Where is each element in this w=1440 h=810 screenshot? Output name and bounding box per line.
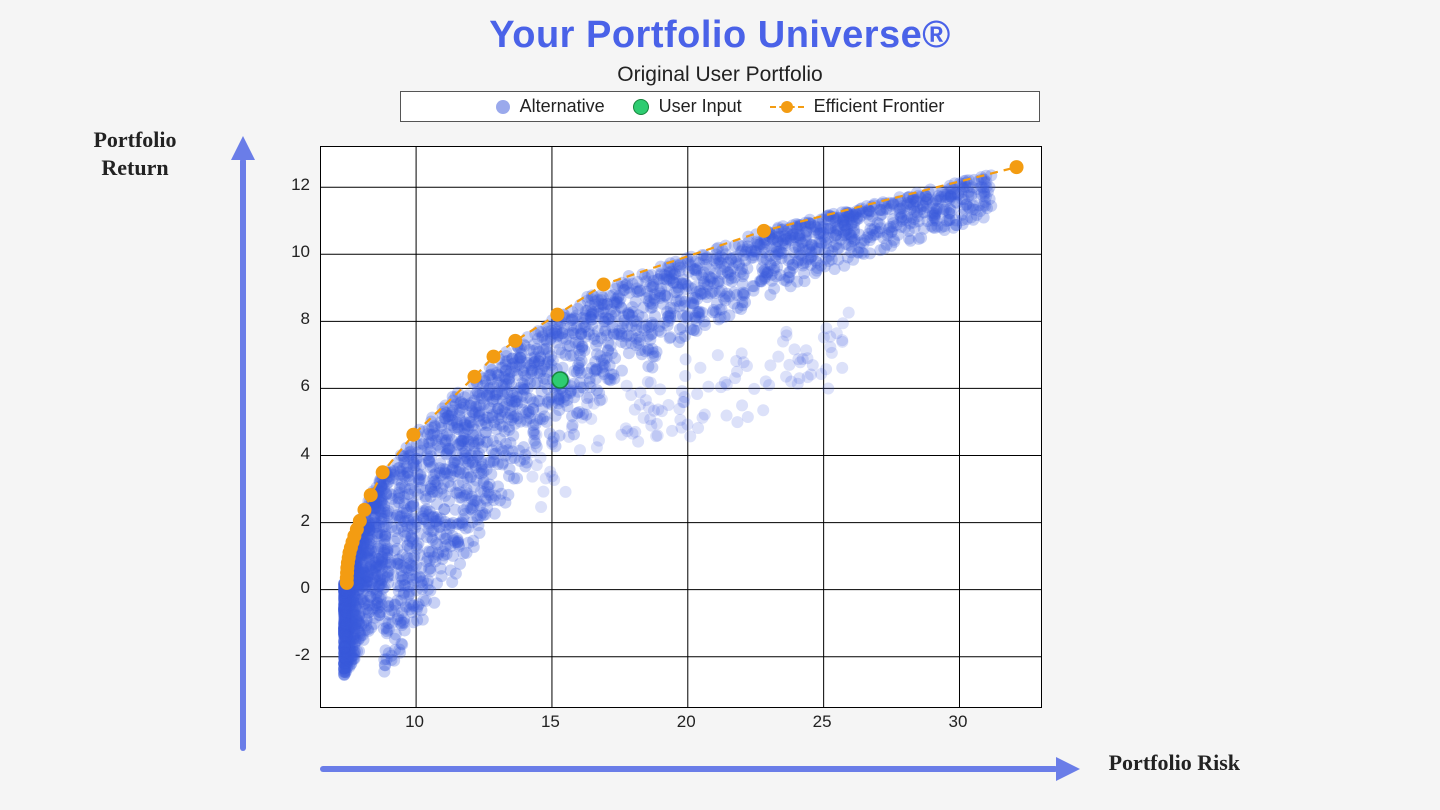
legend-item-user: User Input — [633, 96, 742, 117]
legend-label-user: User Input — [659, 96, 742, 117]
scatter-plot — [320, 146, 1042, 708]
y-tick-label: 6 — [301, 376, 310, 396]
x-tick-label: 30 — [948, 712, 967, 732]
y-tick-label: -2 — [295, 645, 310, 665]
legend: Alternative User Input Efficient Frontie… — [400, 91, 1040, 122]
chart-area: Portfolio Return Portfolio Risk -2 0 2 4 6 8 1… — [0, 126, 1440, 786]
legend-item-frontier: Efficient Frontier — [770, 96, 945, 117]
legend-label-frontier: Efficient Frontier — [814, 96, 945, 117]
y-axis-label: Portfolio Return — [60, 126, 210, 181]
x-tick-label: 10 — [405, 712, 424, 732]
y-tick-label: 12 — [291, 175, 310, 195]
page-title: Your Portfolio Universe® — [0, 14, 1440, 57]
legend-marker-user — [633, 99, 649, 115]
legend-marker-frontier — [770, 100, 804, 114]
chart-subtitle: Original User Portfolio — [0, 63, 1440, 87]
x-tick-label: 15 — [541, 712, 560, 732]
y-tick-label: 8 — [301, 309, 310, 329]
legend-item-alternative: Alternative — [496, 96, 605, 117]
x-tick-label: 25 — [813, 712, 832, 732]
x-axis-label: Portfolio Risk — [1109, 750, 1240, 776]
legend-marker-alternative — [496, 100, 510, 114]
y-tick-label: 10 — [291, 242, 310, 262]
x-tick-label: 20 — [677, 712, 696, 732]
y-tick-label: 0 — [301, 578, 310, 598]
y-tick-label: 4 — [301, 444, 310, 464]
y-tick-label: 2 — [301, 511, 310, 531]
legend-label-alternative: Alternative — [520, 96, 605, 117]
